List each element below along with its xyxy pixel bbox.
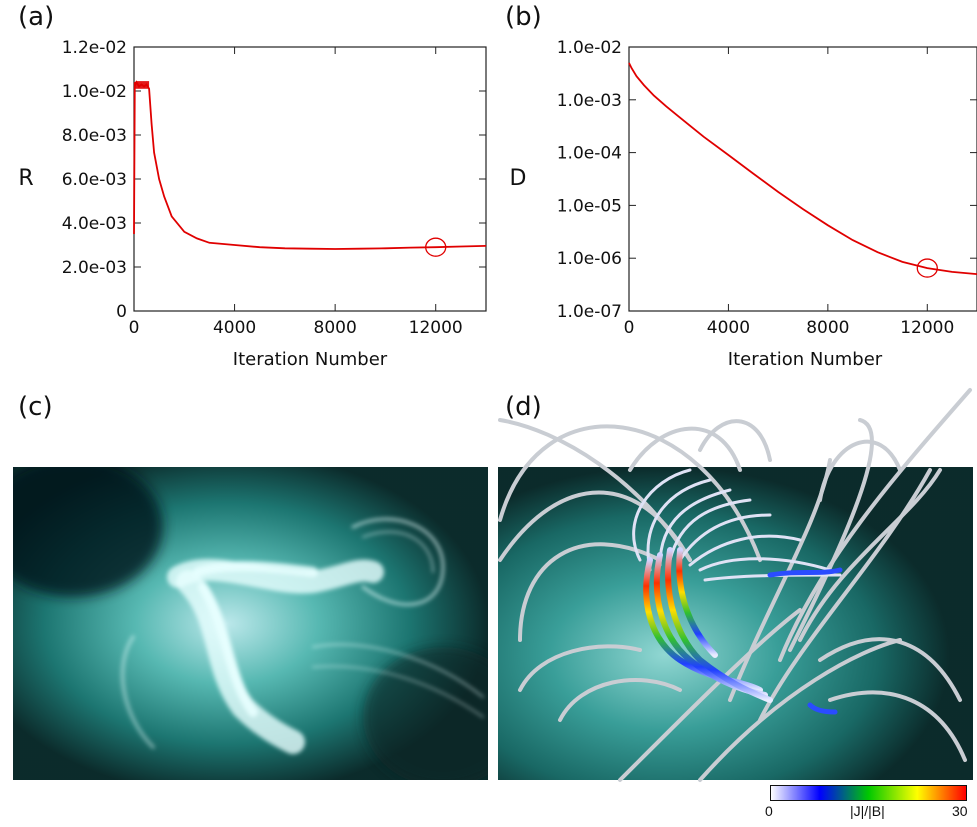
xlabel-a: Iteration Number — [233, 349, 388, 370]
series-line-a-0 — [133, 80, 487, 250]
panel-label-a: (a) — [18, 2, 55, 32]
ytick-label-a-0: 0 — [116, 302, 127, 322]
ytick-label-a-3: 6.0e-03 — [62, 170, 127, 190]
ytick-label-a-5: 1.0e-02 — [62, 82, 127, 102]
aia-image-c-svg — [13, 467, 488, 780]
aia-image-c — [13, 467, 488, 780]
colorbar — [770, 785, 967, 801]
series-line-b-0 — [628, 62, 977, 275]
xtick-label-a-3: 12000 — [409, 318, 463, 338]
marker-circle-a — [425, 237, 447, 257]
ytick-label-b-3: 1.0e-04 — [557, 144, 622, 164]
panel-label-c: (c) — [18, 392, 53, 422]
xlabel-b: Iteration Number — [728, 349, 883, 370]
ytick-label-b-0: 1.0e-07 — [557, 302, 622, 322]
ytick-label-a-1: 2.0e-03 — [62, 258, 127, 278]
xtick-label-a-2: 8000 — [314, 318, 357, 338]
ytick-label-b-4: 1.0e-03 — [557, 91, 622, 111]
colorbar-min-label: 0 — [765, 803, 773, 819]
aia-image-d — [498, 467, 973, 780]
series-noise-band-a — [135, 81, 150, 89]
ytick-label-a-4: 8.0e-03 — [62, 126, 127, 146]
ytick-label-b-2: 1.0e-05 — [557, 196, 622, 216]
colorbar-title: |J|/|B| — [850, 803, 885, 819]
ytick-label-b-5: 1.0e-02 — [557, 38, 622, 58]
panel-label-b: (b) — [505, 2, 542, 32]
xtick-label-b-3: 12000 — [900, 318, 954, 338]
ytick-label-a-6: 1.2e-02 — [62, 38, 127, 58]
plot-frame-a — [133, 46, 487, 312]
charts-svg: 0 2.0e-03 4.0e-03 6.0e-03 8.0e-03 1.0e-02 1.2e… — [18, 38, 977, 370]
xtick-label-b-2: 8000 — [806, 318, 849, 338]
aia-image-d-svg — [498, 467, 973, 780]
ylabel-b: D — [510, 166, 527, 191]
marker-circle-b — [916, 258, 938, 278]
ylabel-a: R — [18, 166, 33, 191]
xtick-label-b-1: 4000 — [707, 318, 750, 338]
ytick-label-b-1: 1.0e-06 — [557, 249, 622, 269]
xtick-label-a-1: 4000 — [213, 318, 256, 338]
ytick-label-a-2: 4.0e-03 — [62, 214, 127, 234]
xtick-label-a-0: 0 — [129, 318, 140, 338]
panel-label-d: (d) — [505, 392, 542, 422]
colorbar-max-label: 30 — [952, 803, 968, 819]
plot-frame-b — [628, 46, 977, 312]
xtick-label-b-0: 0 — [624, 318, 635, 338]
